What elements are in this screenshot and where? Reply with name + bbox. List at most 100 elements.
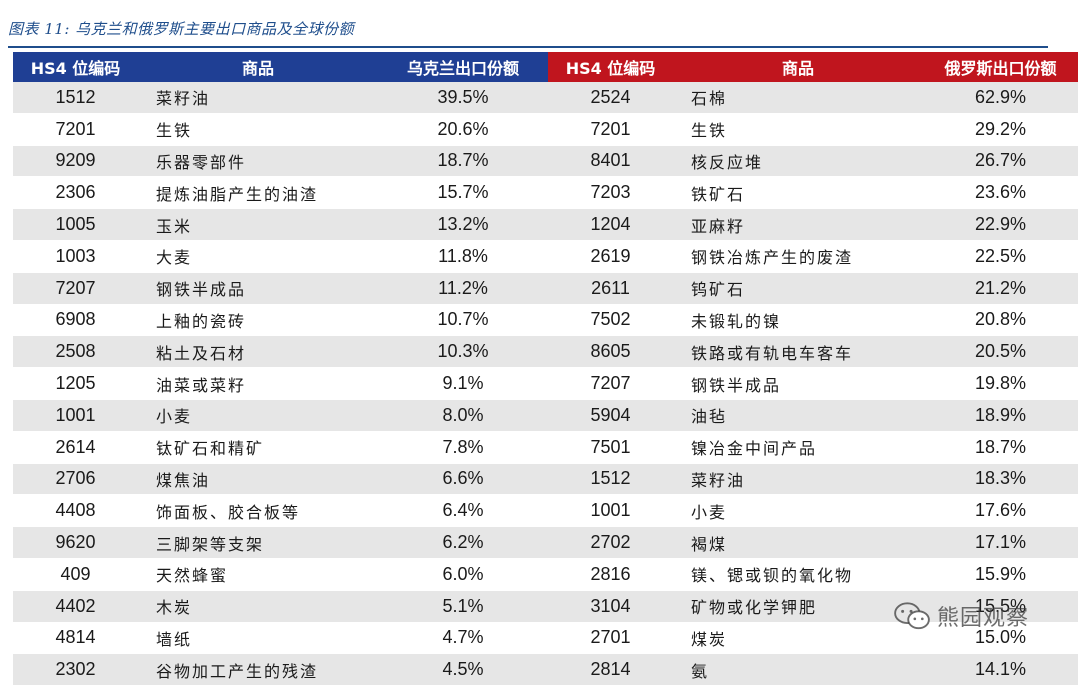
ru-code-cell: 1204	[548, 208, 673, 241]
ru-share-cell: 62.9%	[923, 82, 1078, 114]
ua-product-cell: 油菜或菜籽	[138, 367, 378, 400]
ru-product-cell: 油毡	[673, 399, 923, 432]
ua-code-cell: 409	[13, 558, 138, 591]
table-row: 4814 墙纸 4.7% 2701 煤炭 15.0%	[13, 622, 1078, 655]
ua-code-cell: 9620	[13, 526, 138, 559]
ua-share-cell: 15.7%	[378, 176, 548, 210]
ru-code-cell: 8401	[548, 145, 673, 178]
ua-code-cell: 7207	[13, 272, 138, 305]
ua-code-cell: 9209	[13, 145, 138, 178]
table-row: 2706 煤焦油 6.6% 1512 菜籽油 18.3%	[13, 463, 1078, 496]
ru-share-cell: 23.6%	[923, 176, 1078, 210]
ru-code-cell: 7207	[548, 367, 673, 400]
ru-share-header: 俄罗斯出口份额	[923, 52, 1078, 82]
ru-code-header: HS4 位编码	[548, 52, 673, 82]
table-row: 409 天然蜂蜜 6.0% 2816 镁、锶或钡的氧化物 15.9%	[13, 558, 1078, 591]
ru-share-cell: 20.8%	[923, 304, 1078, 337]
ru-share-cell: 17.6%	[923, 494, 1078, 528]
ua-code-cell: 1512	[13, 82, 138, 114]
ua-share-cell: 6.4%	[378, 494, 548, 528]
ua-share-cell: 18.7%	[378, 145, 548, 178]
ua-code-cell: 2306	[13, 176, 138, 210]
ru-product-header: 商品	[673, 52, 923, 82]
ua-share-cell: 9.1%	[378, 367, 548, 400]
ru-product-cell: 钨矿石	[673, 272, 923, 305]
ru-code-cell: 7502	[548, 304, 673, 337]
export-share-table: HS4 位编码 商品 乌克兰出口份额 HS4 位编码 商品 俄罗斯出口份额 15…	[13, 52, 1078, 686]
ua-product-cell: 生铁	[138, 113, 378, 146]
ru-product-cell: 菜籽油	[673, 463, 923, 496]
table-row: 2614 钛矿石和精矿 7.8% 7501 镍冶金中间产品 18.7%	[13, 431, 1078, 464]
ua-code-cell: 2614	[13, 431, 138, 464]
ua-product-cell: 小麦	[138, 399, 378, 432]
ua-share-cell: 11.2%	[378, 272, 548, 305]
ru-code-cell: 7501	[548, 431, 673, 464]
ru-code-cell: 7201	[548, 113, 673, 146]
ru-product-cell: 矿物或化学钾肥	[673, 590, 923, 623]
ru-share-cell: 18.9%	[923, 399, 1078, 432]
ru-share-cell: 20.5%	[923, 335, 1078, 369]
ru-code-cell: 2701	[548, 622, 673, 655]
ua-product-cell: 大麦	[138, 240, 378, 273]
ua-code-cell: 2302	[13, 653, 138, 686]
ua-code-cell: 2706	[13, 463, 138, 496]
ru-share-cell: 19.8%	[923, 367, 1078, 400]
ru-share-cell: 15.5%	[923, 590, 1078, 623]
figure-title: 图表 11: 乌克兰和俄罗斯主要出口商品及全球份额	[8, 20, 355, 38]
ua-share-cell: 13.2%	[378, 208, 548, 241]
table-row: 2306 提炼油脂产生的油渣 15.7% 7203 铁矿石 23.6%	[13, 176, 1078, 210]
ua-share-cell: 6.6%	[378, 463, 548, 496]
ua-share-cell: 6.2%	[378, 526, 548, 559]
table-row: 9620 三脚架等支架 6.2% 2702 褐煤 17.1%	[13, 526, 1078, 559]
ua-code-cell: 1001	[13, 399, 138, 432]
ua-product-cell: 木炭	[138, 590, 378, 623]
ua-product-cell: 提炼油脂产生的油渣	[138, 176, 378, 210]
ru-code-cell: 2814	[548, 653, 673, 686]
ua-code-cell: 1005	[13, 208, 138, 241]
ru-share-cell: 15.9%	[923, 558, 1078, 591]
ua-code-header: HS4 位编码	[13, 52, 138, 82]
ru-product-cell: 镍冶金中间产品	[673, 431, 923, 464]
ua-product-header: 商品	[138, 52, 378, 82]
ru-product-cell: 生铁	[673, 113, 923, 146]
table-row: 1005 玉米 13.2% 1204 亚麻籽 22.9%	[13, 208, 1078, 241]
table-row: 2302 谷物加工产生的残渣 4.5% 2814 氨 14.1%	[13, 653, 1078, 686]
ua-share-cell: 4.5%	[378, 653, 548, 686]
ua-share-cell: 4.7%	[378, 622, 548, 655]
ru-share-cell: 22.9%	[923, 208, 1078, 241]
watermark-text: 熊园观察	[937, 606, 1030, 631]
ru-product-cell: 氨	[673, 653, 923, 686]
table-row: 1512 菜籽油 39.5% 2524 石棉 62.9%	[13, 82, 1078, 114]
table-header-row: HS4 位编码 商品 乌克兰出口份额 HS4 位编码 商品 俄罗斯出口份额	[13, 52, 1078, 82]
ru-share-cell: 18.3%	[923, 463, 1078, 496]
table-row: 7201 生铁 20.6% 7201 生铁 29.2%	[13, 113, 1078, 146]
ru-share-cell: 21.2%	[923, 272, 1078, 305]
watermark: 熊园观察	[893, 600, 1029, 632]
ru-product-cell: 镁、锶或钡的氧化物	[673, 558, 923, 591]
ru-product-cell: 钢铁冶炼产生的废渣	[673, 240, 923, 273]
ua-code-cell: 6908	[13, 304, 138, 337]
ru-product-cell: 亚麻籽	[673, 208, 923, 241]
ru-code-cell: 2816	[548, 558, 673, 591]
ru-code-cell: 7203	[548, 176, 673, 210]
ru-code-cell: 1512	[548, 463, 673, 496]
ua-product-cell: 菜籽油	[138, 82, 378, 114]
ru-share-cell: 29.2%	[923, 113, 1078, 146]
ua-product-cell: 玉米	[138, 208, 378, 241]
ua-product-cell: 墙纸	[138, 622, 378, 655]
ru-product-cell: 铁矿石	[673, 176, 923, 210]
table-row: 9209 乐器零部件 18.7% 8401 核反应堆 26.7%	[13, 145, 1078, 178]
ru-code-cell: 2611	[548, 272, 673, 305]
ru-code-cell: 8605	[548, 335, 673, 369]
ua-share-cell: 5.1%	[378, 590, 548, 623]
ua-product-cell: 乐器零部件	[138, 145, 378, 178]
ru-product-cell: 小麦	[673, 494, 923, 528]
ru-share-cell: 22.5%	[923, 240, 1078, 273]
ua-share-cell: 6.0%	[378, 558, 548, 591]
ua-product-cell: 三脚架等支架	[138, 526, 378, 559]
ua-code-cell: 7201	[13, 113, 138, 146]
ru-share-cell: 26.7%	[923, 145, 1078, 178]
ua-share-cell: 8.0%	[378, 399, 548, 432]
ua-share-cell: 39.5%	[378, 82, 548, 114]
table-row: 4408 饰面板、胶合板等 6.4% 1001 小麦 17.6%	[13, 494, 1078, 528]
